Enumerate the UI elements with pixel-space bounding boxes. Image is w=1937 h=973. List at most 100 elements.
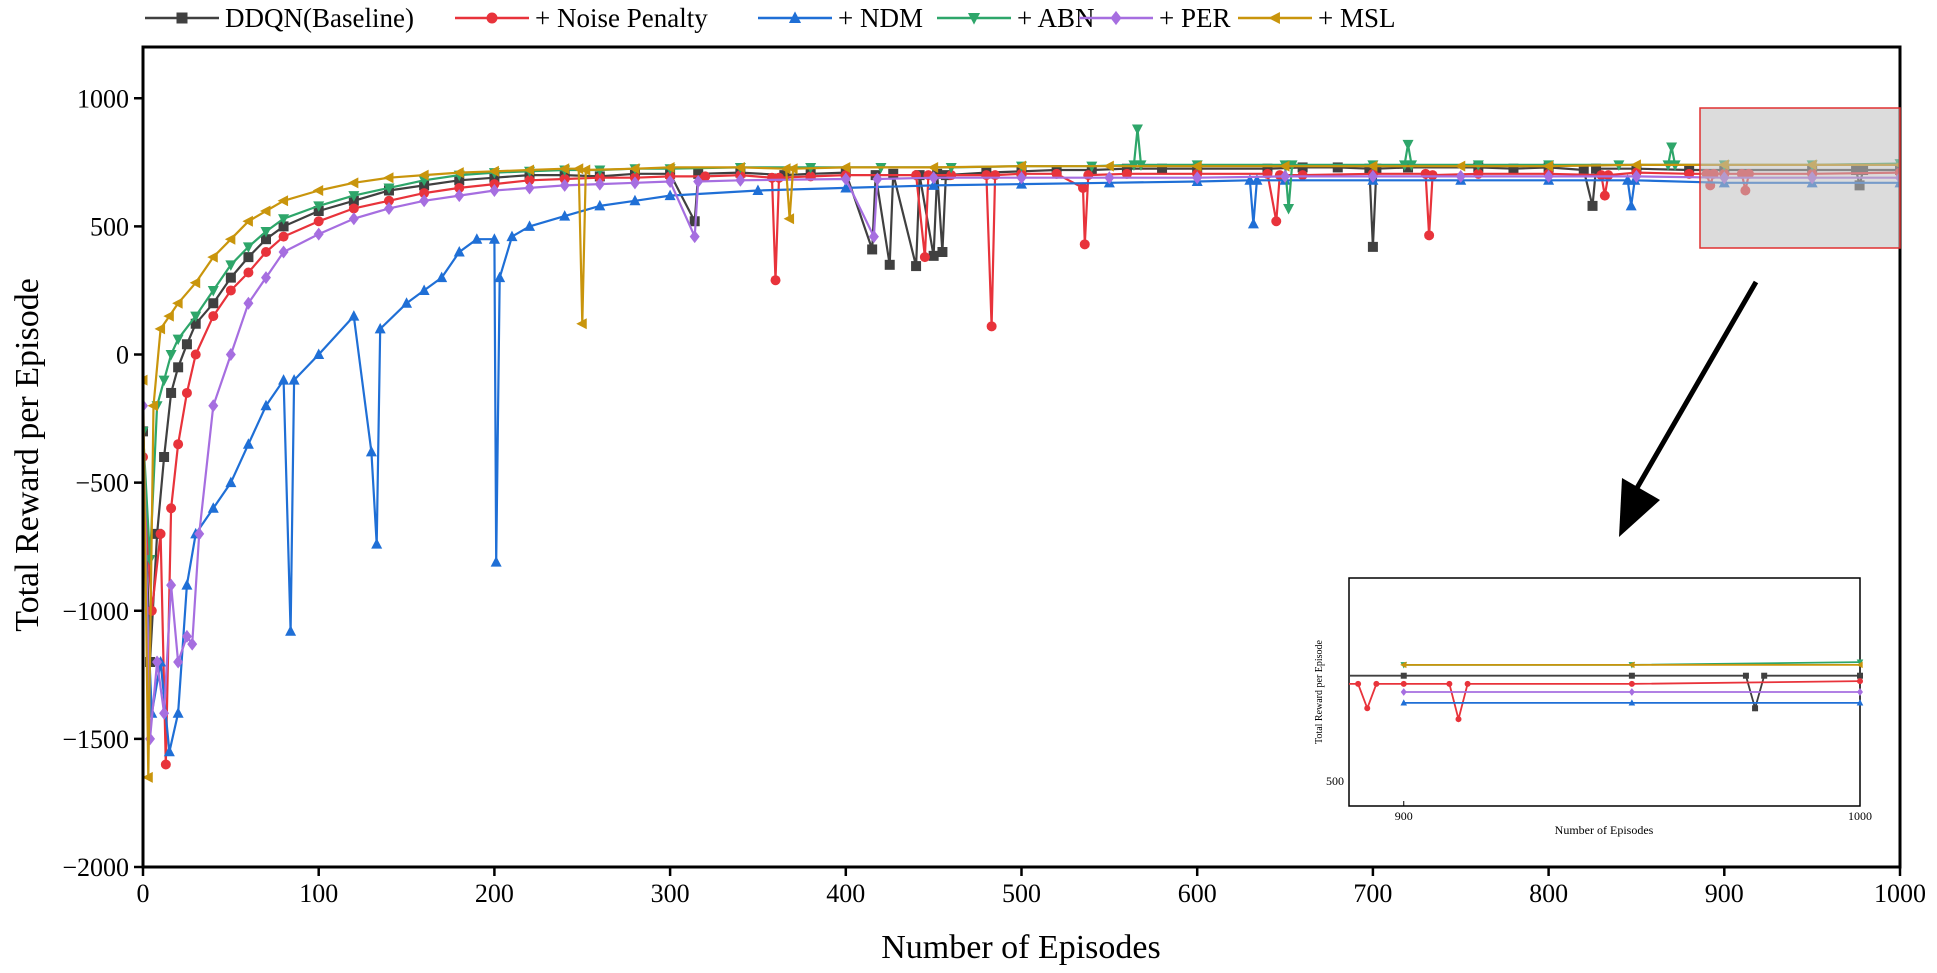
data-point [1455, 169, 1466, 183]
legend-item: + MSL [1238, 3, 1396, 33]
x-axis-label: Number of Episodes [881, 929, 1161, 966]
data-point [490, 556, 502, 567]
data-point [454, 189, 465, 203]
data-point [383, 201, 394, 215]
legend: DDQN(Baseline) + Noise Penalty + NDM + ABN +… [145, 3, 1396, 33]
y-tick-label: −1000 [62, 597, 129, 626]
data-point [572, 163, 584, 175]
data-point [208, 298, 219, 309]
data-point [208, 311, 219, 322]
inset-data-point [1446, 680, 1453, 687]
inset-data-point [1628, 680, 1635, 687]
data-point [145, 732, 156, 746]
zoom-highlight-box [1699, 107, 1901, 249]
data-point [1578, 165, 1589, 175]
data-point [225, 348, 236, 361]
inset-data-point [1857, 678, 1863, 685]
data-point [919, 252, 930, 263]
legend-item: + ABN [937, 3, 1095, 33]
data-point [383, 195, 394, 206]
data-point [348, 203, 359, 214]
legend-item: DDQN(Baseline) [145, 3, 414, 33]
data-point [839, 161, 851, 173]
data-point [147, 400, 159, 412]
data-point [594, 165, 606, 176]
data-point [172, 707, 184, 718]
data-point [1016, 171, 1027, 185]
data-point [194, 527, 205, 541]
inset-data-point [1752, 705, 1759, 712]
legend-marker [1110, 10, 1122, 26]
data-point [207, 285, 219, 297]
inset-data-point [1856, 659, 1864, 666]
data-point [243, 296, 254, 310]
data-point [163, 310, 174, 322]
inset-series-3 [1400, 699, 1864, 706]
data-point [158, 375, 170, 387]
data-point [1630, 159, 1641, 171]
series-6 [143, 159, 1900, 783]
legend-item: + Noise Penalty [455, 3, 708, 33]
data-point [260, 247, 271, 257]
inset-data-point [1856, 661, 1863, 669]
data-point [524, 220, 536, 231]
data-point [181, 339, 192, 350]
data-point [783, 213, 795, 225]
x-tick-label: 700 [1353, 879, 1392, 908]
data-point [419, 194, 430, 208]
data-point [260, 227, 272, 238]
inset-series-1 [1349, 672, 1863, 712]
legend-marker [176, 12, 188, 24]
data-point [348, 191, 360, 202]
data-point [401, 297, 413, 308]
data-point [689, 230, 700, 244]
inset-series-group [1349, 659, 1864, 723]
data-point [1622, 174, 1634, 185]
data-point [1427, 170, 1438, 181]
data-point [172, 297, 183, 309]
data-point [242, 438, 254, 449]
data-point [488, 233, 500, 244]
data-point [471, 233, 483, 244]
data-point [208, 399, 219, 413]
data-point [1366, 160, 1378, 172]
data-point [664, 189, 676, 201]
data-point [494, 271, 506, 283]
data-point [488, 165, 499, 177]
data-point [242, 215, 253, 227]
data-point [243, 252, 254, 263]
legend-label: + Noise Penalty [535, 3, 708, 33]
data-point [774, 172, 785, 183]
x-tick-label: 400 [826, 879, 865, 908]
data-point [260, 271, 271, 285]
data-point [1402, 139, 1414, 151]
data-point [664, 161, 675, 173]
data-point [840, 181, 852, 193]
data-point [1015, 160, 1026, 172]
data-point [1191, 160, 1202, 172]
data-point [173, 439, 184, 450]
data-point [207, 502, 219, 513]
data-point [1051, 168, 1062, 179]
inset-series-6 [1400, 661, 1863, 669]
data-point [371, 538, 383, 549]
inset-zoom-plot: 900 1000 Number of Episodes Total Reward … [1314, 577, 1872, 837]
data-point [347, 177, 359, 189]
x-tick-label: 600 [1178, 879, 1217, 908]
data-point [190, 311, 202, 323]
data-point [187, 637, 198, 651]
data-point [1543, 169, 1554, 183]
inset-data-point [1400, 661, 1407, 669]
inset-y-axis-label: Total Reward per Episode [1314, 639, 1325, 744]
y-tick-label: 0 [116, 341, 129, 370]
data-point [489, 184, 500, 197]
data-point [285, 625, 297, 636]
legend-label: + NDM [838, 3, 923, 33]
inset-data-point [1373, 680, 1380, 687]
data-point [288, 374, 300, 385]
x-tick-label: 900 [1705, 879, 1744, 908]
data-point [937, 247, 948, 257]
data-point [173, 362, 184, 373]
data-point [1596, 170, 1607, 181]
inset-data-point [1761, 672, 1768, 679]
